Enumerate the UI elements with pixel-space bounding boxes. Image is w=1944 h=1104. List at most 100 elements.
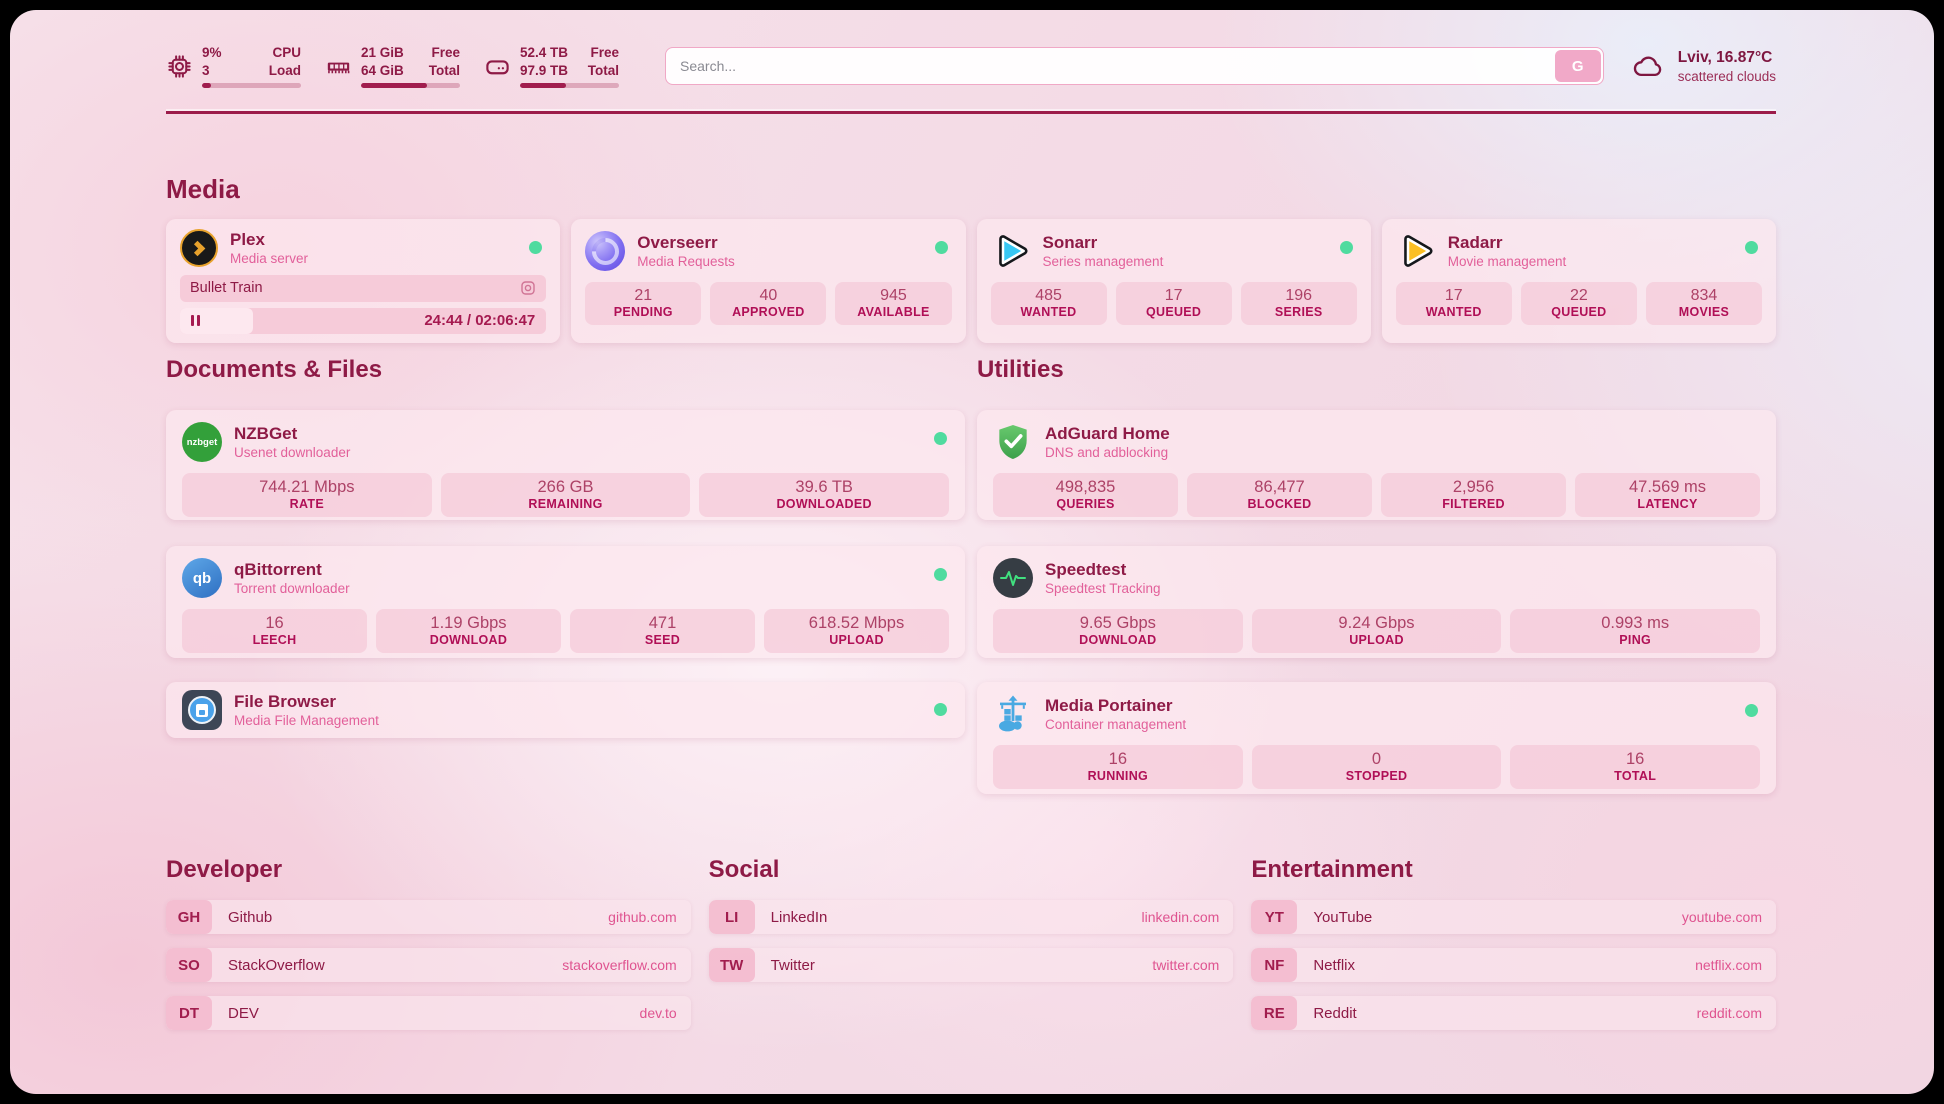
link-tag: LI: [708, 900, 755, 934]
filebrowser-card[interactable]: File Browser Media File Management: [166, 682, 965, 738]
app-name: AdGuard Home: [1045, 423, 1170, 443]
app-desc: Movie management: [1447, 253, 1567, 269]
link-netflix[interactable]: NF Netflix netflix.com: [1251, 948, 1776, 982]
app-desc: Media server: [230, 251, 309, 267]
link-twitter[interactable]: TW Twitter twitter.com: [708, 948, 1234, 982]
stat-label: DOWNLOAD: [1079, 633, 1157, 648]
nzbget-icon: nzbget: [182, 422, 222, 462]
overseerr-card[interactable]: Overseerr Media Requests 21 PENDING 40 APP…: [571, 219, 966, 343]
cpu-progress-fill: [202, 83, 211, 89]
section-title-entertainment: Entertainment: [1251, 856, 1413, 883]
stat-value: 22: [1569, 286, 1588, 304]
link-stackoverflow[interactable]: SO StackOverflow stackoverflow.com: [166, 948, 691, 982]
stat-value: 17: [1164, 286, 1183, 304]
link-name: Twitter: [770, 956, 815, 974]
link-github[interactable]: GH Github github.com: [166, 900, 691, 934]
sonarr-card[interactable]: Sonarr Series management 485 WANTED 17 QUE…: [976, 219, 1371, 343]
link-tag: YT: [1251, 900, 1298, 934]
stat-label: DOWNLOADED: [776, 497, 872, 512]
overseerr-stats: 21 PENDING 40 APPROVED 945 AVAILABLE: [585, 282, 952, 325]
qbittorrent-card[interactable]: qb qBittorrent Torrent downloader 16 LEEC…: [166, 546, 965, 658]
cloud-icon: [1633, 56, 1661, 77]
stat-tile: 21 PENDING: [585, 282, 702, 325]
stat-label: UPLOAD: [829, 633, 884, 648]
stat-tile: 498,835 QUERIES: [993, 473, 1178, 517]
link-linkedin[interactable]: LI LinkedIn linkedin.com: [708, 900, 1234, 934]
stat-label: MOVIES: [1678, 305, 1730, 320]
bookmarks-area: Developer GH Github github.com SO StackO…: [166, 856, 1776, 1044]
link-name: LinkedIn: [770, 908, 828, 926]
stat-label: QUEUED: [1145, 305, 1202, 320]
stat-value: 618.52 Mbps: [808, 614, 905, 633]
app-name: Plex: [230, 230, 265, 249]
search-engine-button[interactable]: G: [1554, 50, 1601, 82]
pause-icon: [191, 315, 200, 327]
link-dev[interactable]: DT DEV dev.to: [166, 996, 691, 1030]
qbittorrent-texts: qBittorrent Torrent downloader: [234, 559, 350, 598]
app-name: Overseerr: [637, 232, 718, 252]
playback-time: 24:44 / 02:06:47: [424, 312, 536, 330]
stat-value: 16: [1108, 750, 1127, 769]
stat-value: 471: [648, 614, 677, 633]
stat-tile: 196 SERIES: [1240, 282, 1357, 325]
stat-label: PENDING: [613, 305, 673, 320]
sonarr-stats: 485 WANTED 17 QUEUED 196 SERIES: [990, 282, 1357, 325]
stat-label: DOWNLOAD: [429, 633, 508, 648]
stat-value: 945: [880, 286, 907, 304]
cpu-progressbar: [202, 83, 301, 89]
plex-texts: Plex Media server: [230, 229, 308, 268]
stat-value: 16: [265, 614, 284, 633]
stat-tile: 0 STOPPED: [1251, 745, 1502, 789]
link-youtube[interactable]: YT YouTube youtube.com: [1251, 900, 1776, 934]
link-url: github.com: [608, 909, 677, 925]
radarr-card[interactable]: Radarr Movie management 17 WANTED 22 QUEUE…: [1381, 219, 1776, 343]
adguard-card[interactable]: AdGuard Home DNS and adblocking 498,835 Q…: [977, 410, 1776, 520]
playback-progressbar: 24:44 / 02:06:47: [180, 307, 547, 334]
link-name: Github: [228, 908, 273, 926]
stat-value: 86,477: [1254, 478, 1305, 497]
documents-column: Documents & Files nzbget NZBGet Usenet d…: [166, 356, 965, 794]
stat-tile: 16 TOTAL: [1510, 745, 1760, 789]
stat-value: 16: [1625, 750, 1645, 769]
section-title-documents: Documents & Files: [166, 356, 383, 383]
ram-stat-block: 21 GiB Free 64 GiB Total: [361, 44, 460, 89]
disk-total-value: 97.9 TB: [520, 62, 569, 78]
link-name: YouTube: [1313, 908, 1373, 926]
stat-label: LEECH: [252, 633, 297, 648]
stat-tile: 9.24 Gbps UPLOAD: [1251, 609, 1502, 653]
adguard-icon: [993, 422, 1033, 462]
stat-value: 0: [1371, 750, 1382, 769]
section-title-developer: Developer: [166, 856, 283, 883]
stat-value: 0.993 ms: [1601, 614, 1670, 633]
app-desc: Speedtest Tracking: [1045, 580, 1161, 596]
radarr-stats: 17 WANTED 22 QUEUED 834 MOVIES: [1395, 282, 1762, 325]
nzbget-stats: 744.21 Mbps RATE 266 GB REMAINING 39.6 TB D…: [182, 473, 949, 517]
stat-tile: 834 MOVIES: [1645, 282, 1762, 325]
app-desc: Series management: [1042, 253, 1164, 269]
disk-free-label: Free: [590, 44, 619, 60]
link-tag: GH: [166, 900, 212, 934]
stat-tile: 266 GB REMAINING: [440, 473, 691, 517]
main-content: Media Plex Media server Bullet Train: [10, 174, 1934, 1044]
stat-tile: 9.65 Gbps DOWNLOAD: [993, 609, 1243, 653]
radarr-icon: [1396, 231, 1436, 271]
weather-widget[interactable]: Lviv, 16.87°C scattered clouds: [1630, 48, 1776, 84]
nzbget-card[interactable]: nzbget NZBGet Usenet downloader 744.21 M…: [166, 410, 965, 520]
filebrowser-texts: File Browser Media File Management: [234, 691, 379, 730]
stat-value: 21: [634, 286, 653, 304]
stat-value: 485: [1035, 286, 1062, 304]
status-dot: [934, 568, 947, 581]
link-url: reddit.com: [1696, 1005, 1762, 1021]
disk-progress-fill: [520, 83, 566, 89]
cpu-stat: 9% CPU 3 Load: [166, 44, 301, 89]
speedtest-card[interactable]: Speedtest Speedtest Tracking 9.65 Gbps DO…: [977, 546, 1776, 658]
cpu-load-label: Load: [268, 62, 301, 78]
app-name: Radarr: [1447, 232, 1503, 252]
link-reddit[interactable]: RE Reddit reddit.com: [1251, 996, 1776, 1030]
nzbget-texts: NZBGet Usenet downloader: [234, 423, 350, 462]
portainer-card[interactable]: Media Portainer Container management 16 R…: [977, 682, 1776, 794]
plex-card[interactable]: Plex Media server Bullet Train 24:44 / 0…: [166, 219, 561, 343]
status-dot: [1339, 241, 1353, 254]
search-input[interactable]: [665, 47, 1604, 85]
section-title-media: Media: [166, 174, 240, 204]
